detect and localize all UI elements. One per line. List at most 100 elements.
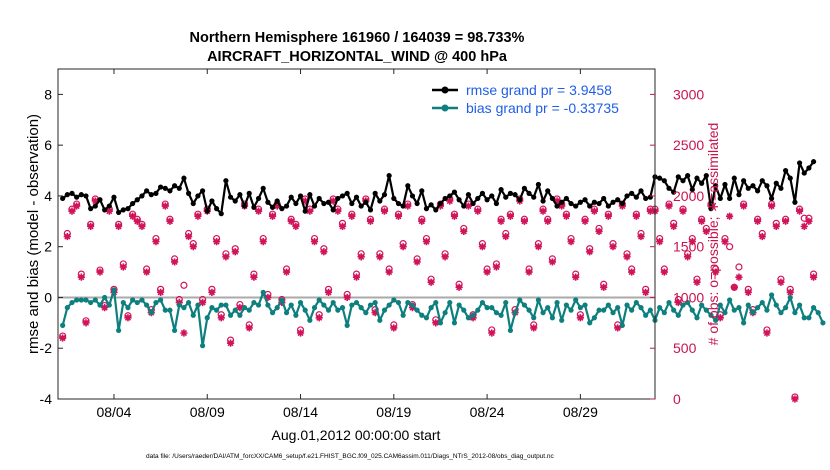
assimilated-obs-point [301,197,309,205]
rmse-point [643,195,649,202]
rmse-point [190,200,196,207]
bias-point [666,299,672,306]
rmse-point [391,195,397,202]
rmse-point [685,173,691,179]
rmse-point [745,185,751,191]
bias-point [643,312,649,318]
bias-point [521,302,528,308]
bias-point [274,305,280,311]
assimilated-obs-point [595,227,603,236]
rmse-point [605,203,611,209]
bias-point [139,297,145,303]
assimilated-obs-point [245,324,253,332]
rmse-point [657,175,663,181]
bias-point [773,302,779,308]
assimilated-obs-point [343,293,351,302]
assimilated-obs-point [91,197,99,205]
rmse-point [713,183,719,189]
bias-point [745,302,751,308]
rmse-point [265,199,271,205]
assimilated-obs-point [138,222,146,230]
assimilated-obs-point [427,278,435,286]
assimilated-obs-point [693,278,701,286]
bias-point [153,299,159,306]
rmse-point [125,206,131,212]
rmse-point [330,207,336,213]
bias-point [102,294,108,301]
bias-point [381,307,388,313]
rmse-point [213,206,220,212]
assimilated-obs-point [506,212,515,220]
bias-point [647,307,653,313]
assimilated-obs-point [548,258,556,266]
assimilated-obs-point [63,232,71,241]
assimilated-obs-point [735,273,743,281]
assimilated-obs-point [376,253,384,261]
rmse-point [479,190,486,196]
bias-point [302,307,308,313]
assimilated-obs-point [530,324,538,332]
bias-point [703,307,709,313]
bias-point [358,305,364,311]
bias-point [218,302,224,308]
bias-point [568,307,574,313]
assimilated-obs-point [222,253,230,261]
assimilated-obs-point [157,288,165,296]
bias-point [810,305,817,311]
legend-rmse-marker [441,86,449,94]
rmse-point [596,200,602,207]
bias-point [694,315,700,321]
bias-point [69,299,75,306]
rmse-point [787,175,793,181]
rmse-point [311,203,318,209]
possible-obs-point [180,281,188,289]
assimilated-obs-point [576,314,584,322]
assimilated-obs-point [348,212,356,220]
bias-point [377,317,383,323]
bias-point [395,299,402,306]
bias-point [619,322,625,328]
assimilated-obs-point [763,329,771,337]
assimilated-obs-point [268,212,277,220]
assimilated-obs-point [264,293,272,302]
assimilated-obs-point [404,202,412,210]
bias-point [344,322,350,328]
rmse-point [647,194,653,200]
rmse-point [573,203,579,209]
bias-point [437,320,444,326]
assimilated-obs-point [334,207,342,215]
rmse-point [796,160,803,166]
rmse-point [493,200,500,207]
bias-point [162,307,168,313]
rmse-point [372,190,378,196]
bias-point [92,297,98,303]
bias-point [577,305,583,311]
bias-point [451,320,458,326]
y2-tick-label: 2000 [673,188,704,204]
assimilated-obs-point [502,232,510,241]
assimilated-obs-point [772,222,780,230]
bias-point [167,307,173,313]
bias-point [554,299,560,306]
assimilated-obs-point [194,212,202,220]
bias-point [111,287,117,293]
bias-point [158,297,164,303]
assimilated-obs-point [781,217,790,225]
rmse-point [167,188,173,194]
plot-frame [57,68,656,400]
assimilated-obs-point [329,197,337,205]
assimilated-obs-point [371,309,379,317]
rmse-point [381,192,388,198]
bias-point [400,312,406,318]
bias-point [428,305,434,311]
rmse-point [274,198,280,204]
bias-point [755,305,761,311]
bias-point [172,327,178,334]
rmse-point [409,193,416,199]
bias-point [367,302,374,308]
bias-point [363,310,369,316]
bias-point [465,315,472,321]
rmse-point [185,190,192,196]
assimilated-obs-point [525,268,533,276]
rmse-point [671,189,677,195]
